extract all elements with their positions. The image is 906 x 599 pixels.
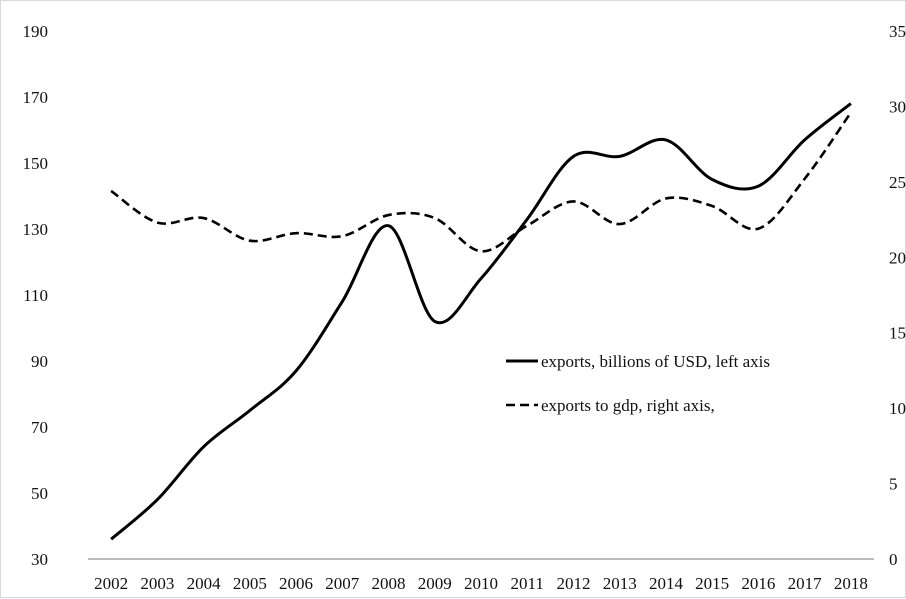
x-tick-label: 2018	[834, 574, 868, 593]
series-line-exports-to-gdp	[111, 112, 851, 251]
right-axis-ticks: 0 5 10 15 20 25 30 35	[889, 22, 906, 569]
right-tick-label: 15	[889, 324, 906, 343]
x-tick-label: 2004	[187, 574, 222, 593]
left-tick-label: 110	[23, 286, 48, 305]
x-tick-label: 2012	[556, 574, 590, 593]
right-tick-label: 25	[889, 173, 906, 192]
left-tick-label: 70	[31, 418, 48, 437]
left-tick-label: 50	[31, 484, 48, 503]
x-tick-label: 2017	[788, 574, 823, 593]
left-tick-label: 190	[23, 22, 49, 41]
right-tick-label: 10	[889, 399, 906, 418]
series-line-exports	[111, 104, 851, 540]
left-tick-label: 130	[23, 220, 49, 239]
left-tick-label: 90	[31, 352, 48, 371]
right-tick-label: 30	[889, 97, 906, 116]
legend-label-exports: exports, billions of USD, left axis	[541, 352, 770, 371]
x-tick-label: 2016	[741, 574, 775, 593]
x-tick-label: 2015	[695, 574, 729, 593]
x-tick-label: 2013	[603, 574, 637, 593]
x-tick-label: 2009	[418, 574, 452, 593]
x-tick-label: 2002	[94, 574, 128, 593]
legend-label-exports-to-gdp: exports to gdp, right axis,	[541, 396, 715, 415]
x-tick-label: 2005	[233, 574, 267, 593]
x-tick-label: 2003	[140, 574, 174, 593]
x-tick-label: 2007	[325, 574, 360, 593]
x-axis-ticks: 2002 2003 2004 2005 2006 2007 2008 2009 2010 2011…	[94, 574, 868, 593]
series-layer	[111, 104, 851, 540]
left-axis-ticks: 30 50 70 90 110 130 150 170 190	[23, 22, 49, 569]
x-tick-label: 2014	[649, 574, 684, 593]
x-tick-label: 2008	[372, 574, 406, 593]
x-tick-label: 2011	[511, 574, 544, 593]
right-tick-label: 5	[889, 475, 898, 494]
right-tick-label: 20	[889, 248, 906, 267]
left-tick-label: 170	[23, 88, 49, 107]
left-tick-label: 150	[23, 154, 49, 173]
x-tick-label: 2010	[464, 574, 498, 593]
right-tick-label: 35	[889, 22, 906, 41]
left-tick-label: 30	[31, 550, 48, 569]
chart-legend: exports, billions of USD, left axis expo…	[506, 352, 770, 415]
x-tick-label: 2006	[279, 574, 313, 593]
right-tick-label: 0	[889, 550, 898, 569]
